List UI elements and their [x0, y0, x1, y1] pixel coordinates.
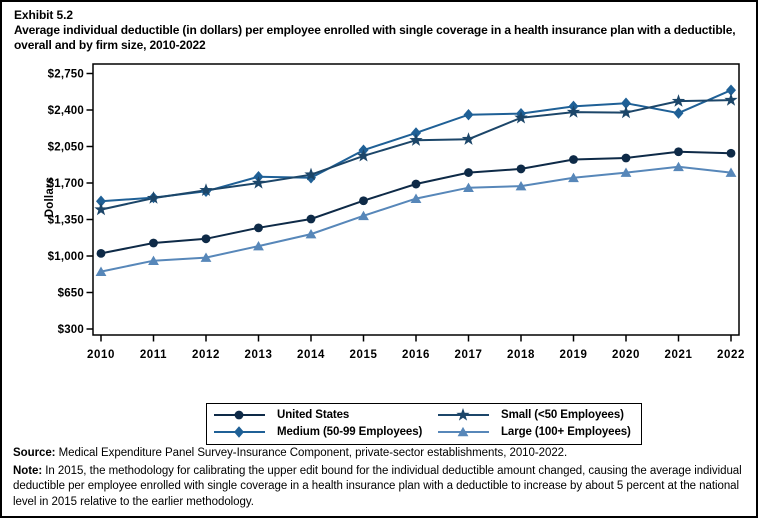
data-point-united-states-2020	[621, 153, 631, 163]
y-tick-label: $1,700	[48, 178, 84, 190]
data-point-small-2015	[356, 148, 371, 162]
data-point-large-2016	[410, 193, 422, 203]
data-point-large-2020	[620, 167, 632, 177]
y-tick-label: $2,050	[48, 142, 84, 154]
x-tick-label: 2014	[297, 349, 325, 361]
data-point-large-2022	[725, 167, 737, 177]
legend-item-medium: Medium (50-99 Employees)	[213, 424, 437, 440]
data-point-medium-2016	[411, 127, 421, 139]
data-point-medium-2010	[96, 195, 106, 207]
legend-item-large: Large (100+ Employees)	[437, 424, 631, 440]
methodology-note: Note: In 2015, the methodology for calib…	[13, 464, 754, 511]
legend-label: Medium (50-99 Employees)	[277, 426, 423, 438]
x-tick-label: 2015	[350, 349, 378, 361]
data-point-small-2010	[94, 202, 108, 216]
data-point-large-2011	[148, 255, 159, 265]
chart-footnotes: Source: Medical Expenditure Panel Survey…	[13, 446, 754, 510]
data-point-united-states-2011	[149, 238, 158, 248]
data-point-large-2021	[673, 161, 684, 172]
star-icon	[456, 408, 470, 421]
x-tick-label: 2016	[402, 349, 430, 361]
data-point-united-states-2022	[726, 148, 736, 158]
data-point-small-2019	[566, 105, 581, 118]
data-point-large-2014	[305, 229, 317, 239]
y-tick-label: $2,400	[48, 105, 84, 117]
x-tick-label: 2020	[612, 349, 640, 361]
data-point-united-states-2021	[674, 147, 683, 157]
source-note: Source: Medical Expenditure Panel Survey…	[13, 446, 754, 462]
data-point-small-2014	[304, 167, 318, 181]
x-tick-label: 2017	[455, 349, 483, 361]
x-tick-label: 2011	[140, 349, 167, 361]
data-point-small-2013	[251, 176, 266, 189]
legend-label: Large (100+ Employees)	[501, 426, 631, 438]
data-point-small-2020	[619, 105, 633, 119]
circle-icon	[234, 410, 244, 420]
united-states-marker-icon	[214, 410, 265, 420]
note-label: Note:	[13, 464, 43, 477]
source-text: Medical Expenditure Panel Survey-Insuran…	[55, 447, 568, 459]
data-point-large-2018	[515, 181, 527, 191]
data-point-united-states-2018	[516, 164, 526, 174]
source-label: Source:	[13, 447, 56, 459]
exhibit-number: Exhibit 5.2	[14, 8, 73, 22]
chart-legend: United States Small (<50 Employees) Medi…	[206, 403, 642, 445]
x-tick-label: 2019	[560, 349, 588, 361]
data-point-united-states-2015	[359, 196, 368, 206]
x-tick-label: 2021	[665, 349, 693, 361]
data-point-large-2010	[95, 266, 107, 276]
data-point-united-states-2017	[464, 168, 473, 177]
data-point-small-2011	[146, 191, 161, 204]
chart-title: Average individual deductible (in dollar…	[14, 23, 736, 52]
data-point-united-states-2013	[254, 223, 263, 233]
legend-item-united-states: United States	[213, 407, 437, 423]
small-firm-marker-icon	[438, 408, 489, 421]
x-tick-label: 2013	[245, 349, 273, 361]
data-point-medium-2020	[621, 97, 631, 109]
data-point-large-2015	[358, 210, 369, 221]
data-point-united-states-2016	[411, 179, 421, 189]
data-point-large-2019	[568, 172, 579, 183]
triangle-icon	[457, 426, 469, 437]
data-point-united-states-2012	[201, 234, 211, 244]
legend-item-small: Small (<50 Employees)	[437, 407, 631, 423]
data-point-united-states-2010	[96, 248, 106, 258]
data-point-small-2012	[199, 183, 213, 196]
data-point-small-2021	[671, 94, 686, 107]
data-point-medium-2017	[463, 108, 474, 121]
data-point-small-2017	[461, 132, 476, 145]
chart-header: Exhibit 5.2 Average individual deductibl…	[14, 8, 754, 53]
x-tick-label: 2022	[717, 349, 745, 361]
data-point-medium-2022	[726, 84, 736, 96]
y-tick-label: $650	[58, 288, 84, 300]
legend-label: United States	[277, 409, 350, 421]
y-tick-label: $1,350	[48, 215, 84, 227]
data-point-united-states-2019	[569, 155, 578, 164]
data-point-small-2022	[724, 93, 738, 106]
data-point-large-2013	[253, 240, 264, 251]
data-point-medium-2021	[673, 107, 684, 119]
x-tick-label: 2010	[87, 349, 115, 361]
data-point-small-2016	[409, 133, 423, 146]
diamond-icon	[234, 426, 244, 438]
y-tick-label: $1,000	[48, 251, 84, 263]
data-point-large-2017	[463, 182, 474, 192]
note-text: In 2015, the methodology for calibrating…	[13, 464, 742, 508]
x-tick-label: 2018	[507, 349, 535, 361]
medium-firm-marker-icon	[214, 426, 265, 438]
data-point-united-states-2014	[306, 214, 316, 224]
legend-label: Small (<50 Employees)	[501, 409, 624, 421]
data-point-small-2018	[514, 110, 528, 124]
deductible-line-chart: $300 $650 $1,000 $1,350 $1,700 $2,050 $2,400 $2…	[48, 63, 745, 361]
y-tick-label: $2,750	[48, 69, 84, 81]
large-firm-marker-icon	[438, 426, 489, 437]
data-point-large-2012	[200, 252, 212, 262]
x-tick-label: 2012	[192, 349, 220, 361]
y-tick-label: $300	[58, 324, 84, 336]
